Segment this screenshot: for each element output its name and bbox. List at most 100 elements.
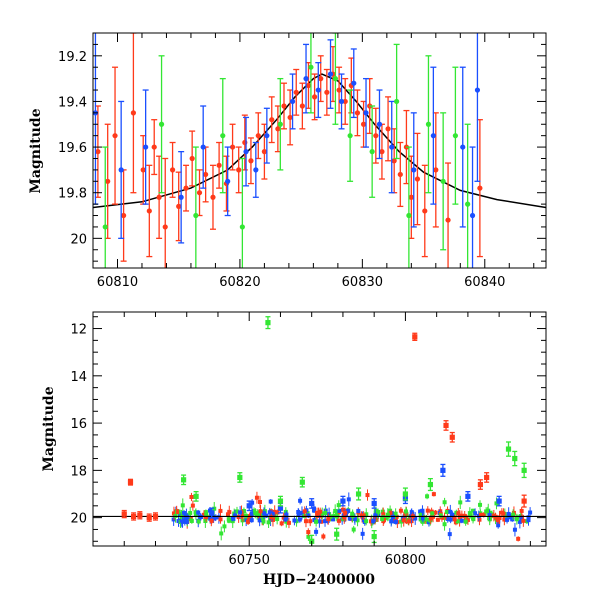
bottom-band-point — [303, 519, 308, 524]
bottom-band-point — [326, 517, 331, 522]
bottom-band-point — [306, 534, 311, 539]
bottom-point — [265, 320, 271, 326]
top-point — [312, 94, 318, 100]
top-point — [342, 98, 348, 105]
bottom-band-point — [297, 517, 302, 522]
bottom-point — [521, 467, 527, 473]
bottom-band-point — [298, 498, 303, 503]
bottom-band-point — [403, 509, 408, 514]
top-point — [248, 158, 254, 164]
bottom-band-point — [272, 509, 277, 514]
bottom-band-point — [190, 503, 195, 508]
bottom-band-point — [196, 510, 201, 515]
bottom-band-point — [528, 510, 533, 515]
bottom-band-point — [373, 513, 378, 518]
bottom-point — [477, 481, 483, 488]
bottom-band-point — [176, 519, 181, 524]
bottom-band-point — [261, 517, 266, 522]
top-point — [200, 144, 206, 150]
bottom-band-point — [256, 511, 261, 516]
bottom-point — [246, 503, 252, 509]
top-point — [277, 121, 283, 127]
top-point — [452, 133, 458, 139]
bottom-band-point — [264, 513, 269, 518]
bottom-band-point — [425, 494, 430, 499]
top-point — [102, 224, 108, 230]
bottom-band-point — [494, 501, 499, 506]
bottom-band-point — [275, 510, 280, 515]
top-point — [112, 133, 118, 139]
bottom-point — [412, 334, 418, 340]
bottom-band-point — [193, 512, 198, 517]
bottom-point — [152, 513, 159, 520]
top-point — [253, 167, 259, 173]
top-point — [287, 114, 293, 121]
bottom-band-point — [246, 519, 251, 524]
top-point — [474, 87, 481, 93]
top-point — [264, 133, 270, 139]
top-point — [411, 167, 417, 173]
top-point — [151, 144, 157, 150]
top-point — [299, 103, 305, 109]
bottom-band-point — [355, 518, 360, 523]
bottom-band-point — [452, 517, 457, 522]
bottom-point — [193, 493, 199, 499]
bottom-band-point — [258, 509, 263, 514]
bottom-band-point — [296, 509, 301, 514]
bottom-band-point — [364, 512, 369, 517]
top-point — [216, 162, 222, 168]
bottom-ytick-label: 20 — [70, 512, 87, 527]
bottom-band-point — [284, 512, 289, 517]
bottom-band-point — [371, 519, 376, 524]
bottom-band-point — [448, 509, 453, 514]
bottom-band-point — [213, 515, 218, 520]
bottom-band-point — [314, 519, 319, 524]
bottom-band-point — [425, 508, 430, 513]
top-point — [433, 167, 439, 173]
bottom-band-point — [381, 512, 386, 517]
bottom-band-point — [218, 508, 223, 513]
bottom-band-point — [180, 519, 185, 524]
bottom-band-point — [284, 519, 289, 524]
bottom-band-point — [212, 506, 217, 511]
top-point — [406, 212, 412, 219]
top-point — [225, 178, 231, 184]
bottom-band-point — [261, 511, 266, 516]
bottom-band-point — [340, 507, 345, 512]
bottom-point — [131, 513, 137, 520]
bottom-band-point — [330, 517, 335, 522]
bottom-point — [299, 479, 305, 485]
bottom-band-point — [334, 513, 339, 518]
bottom-band-point — [406, 519, 411, 524]
bottom-band-point — [428, 516, 433, 521]
bottom-band-point — [177, 512, 182, 517]
bottom-band-point — [243, 513, 248, 518]
bottom-band-point — [323, 519, 328, 524]
bottom-band-point — [359, 513, 364, 518]
bottom-band-point — [270, 511, 275, 516]
bottom-band-point — [435, 517, 440, 522]
top-point — [118, 167, 124, 173]
bottom-point — [181, 477, 187, 483]
bottom-band-point — [318, 509, 323, 514]
bottom-band-point — [201, 512, 206, 517]
bottom-band-point — [455, 519, 460, 524]
bottom-band-point — [244, 517, 249, 522]
bottom-band-point — [306, 513, 311, 518]
top-point — [389, 144, 395, 150]
top-point — [289, 98, 296, 105]
bottom-band-point — [410, 511, 415, 516]
bottom-point — [277, 498, 284, 504]
bottom-plot-area — [93, 316, 546, 546]
bottom-band-point — [222, 524, 227, 529]
bottom-xtick-label: 60800 — [385, 553, 426, 568]
bottom-band-point — [189, 518, 194, 523]
top-point — [373, 133, 379, 139]
bottom-point — [496, 498, 502, 504]
top-point — [236, 167, 242, 173]
bottom-band-point — [266, 520, 271, 525]
bottom-band-point — [385, 512, 390, 517]
bottom-band-point — [306, 530, 311, 535]
top-point — [360, 121, 367, 127]
